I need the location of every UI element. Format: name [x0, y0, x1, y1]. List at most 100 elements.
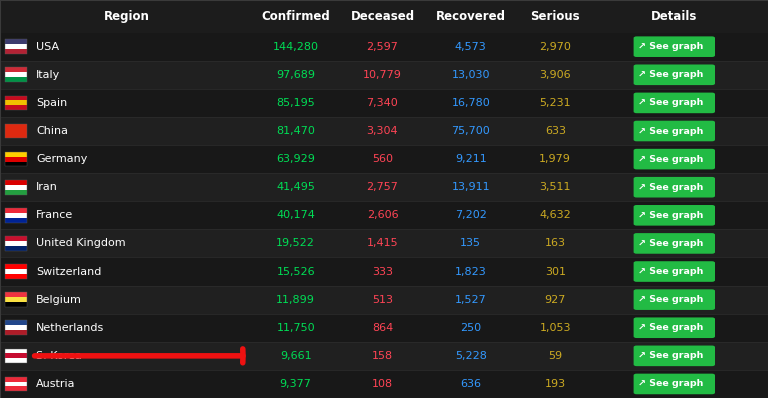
Text: 1,053: 1,053: [539, 323, 571, 333]
Bar: [5, 124, 27, 129]
Text: ↗ See graph: ↗ See graph: [637, 379, 703, 388]
Text: 864: 864: [372, 323, 393, 333]
Text: ↗ See graph: ↗ See graph: [637, 70, 703, 79]
Text: 193: 193: [545, 379, 566, 389]
Text: 16,780: 16,780: [452, 98, 490, 108]
Bar: [5, 236, 27, 251]
Bar: [5, 152, 27, 157]
FancyBboxPatch shape: [634, 318, 715, 338]
Text: 3,906: 3,906: [539, 70, 571, 80]
Bar: [5, 264, 27, 279]
Text: 108: 108: [372, 379, 393, 389]
FancyBboxPatch shape: [634, 205, 715, 226]
Bar: [5, 330, 27, 335]
Bar: [5, 180, 27, 195]
Bar: [5, 68, 27, 82]
FancyBboxPatch shape: [634, 345, 715, 366]
Text: Netherlands: Netherlands: [36, 323, 104, 333]
Bar: [5, 180, 27, 185]
Bar: [0, 89, 768, 117]
Text: 85,195: 85,195: [276, 98, 315, 108]
Bar: [5, 386, 27, 391]
Text: ↗ See graph: ↗ See graph: [637, 154, 703, 164]
Text: Belgium: Belgium: [36, 295, 82, 304]
Bar: [5, 96, 27, 110]
Bar: [5, 185, 27, 190]
Bar: [5, 105, 27, 110]
FancyBboxPatch shape: [634, 149, 715, 170]
Text: 2,970: 2,970: [539, 42, 571, 52]
Text: 3,511: 3,511: [539, 182, 571, 192]
Bar: [5, 44, 27, 49]
Text: 560: 560: [372, 154, 393, 164]
Bar: [0, 61, 768, 89]
Text: 11,750: 11,750: [276, 323, 315, 333]
Bar: [0, 314, 768, 342]
Bar: [5, 133, 27, 139]
Text: Spain: Spain: [36, 98, 68, 108]
FancyBboxPatch shape: [634, 289, 715, 310]
Bar: [5, 246, 27, 251]
Text: France: France: [36, 210, 74, 220]
Text: 636: 636: [460, 379, 482, 389]
Bar: [5, 349, 27, 353]
Bar: [5, 377, 27, 382]
Text: Switzerland: Switzerland: [36, 267, 101, 277]
Bar: [5, 96, 27, 100]
Text: 513: 513: [372, 295, 393, 304]
Text: 75,700: 75,700: [452, 126, 490, 136]
Text: 7,202: 7,202: [455, 210, 487, 220]
Bar: [5, 241, 27, 246]
Bar: [5, 39, 27, 44]
Bar: [5, 72, 27, 77]
Bar: [0, 201, 768, 229]
Text: Serious: Serious: [531, 10, 580, 23]
Bar: [5, 274, 27, 279]
Bar: [5, 302, 27, 307]
Text: United Kingdom: United Kingdom: [36, 238, 126, 248]
Bar: [5, 39, 27, 54]
Bar: [0, 117, 768, 145]
Text: 11,899: 11,899: [276, 295, 315, 304]
Text: 9,211: 9,211: [455, 154, 487, 164]
Bar: [5, 382, 27, 386]
Bar: [0, 258, 768, 286]
Text: Germany: Germany: [36, 154, 88, 164]
Bar: [0, 173, 768, 201]
Text: Iran: Iran: [36, 182, 58, 192]
Text: ↗ See graph: ↗ See graph: [637, 211, 703, 220]
Bar: [0, 286, 768, 314]
Bar: [0, 145, 768, 173]
Text: 9,661: 9,661: [280, 351, 312, 361]
FancyBboxPatch shape: [634, 177, 715, 197]
FancyBboxPatch shape: [634, 374, 715, 394]
Text: 144,280: 144,280: [273, 42, 319, 52]
Text: 81,470: 81,470: [276, 126, 315, 136]
Text: Region: Region: [104, 10, 150, 23]
Text: Deceased: Deceased: [350, 10, 415, 23]
Text: ↗ See graph: ↗ See graph: [637, 323, 703, 332]
Text: 3,304: 3,304: [366, 126, 399, 136]
Text: Confirmed: Confirmed: [261, 10, 330, 23]
Bar: [5, 129, 27, 133]
Text: Italy: Italy: [36, 70, 61, 80]
FancyBboxPatch shape: [634, 36, 715, 57]
Bar: [5, 190, 27, 195]
Text: ↗ See graph: ↗ See graph: [637, 98, 703, 107]
FancyBboxPatch shape: [634, 93, 715, 113]
Bar: [5, 349, 27, 363]
Bar: [0, 33, 768, 61]
Text: 1,415: 1,415: [366, 238, 399, 248]
Text: 1,823: 1,823: [455, 267, 487, 277]
Bar: [5, 152, 27, 166]
Text: 5,228: 5,228: [455, 351, 487, 361]
Text: Recovered: Recovered: [435, 10, 506, 23]
FancyBboxPatch shape: [634, 261, 715, 282]
Bar: [5, 320, 27, 335]
Bar: [0, 0, 768, 33]
Text: 633: 633: [545, 126, 566, 136]
Bar: [5, 377, 27, 391]
Text: Details: Details: [651, 10, 697, 23]
Bar: [0, 342, 768, 370]
Text: 163: 163: [545, 238, 566, 248]
